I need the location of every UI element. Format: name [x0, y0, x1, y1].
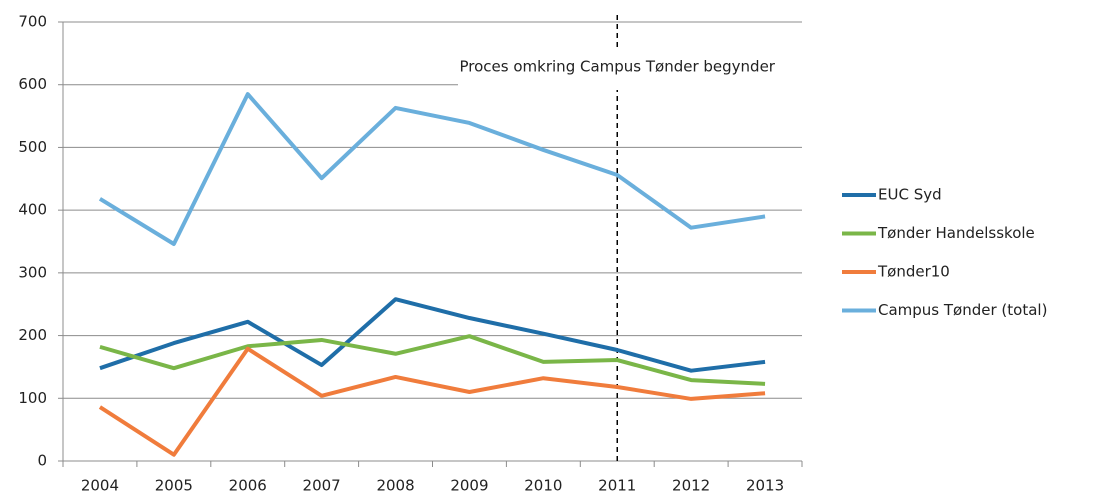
y-tick-label: 100 — [18, 389, 47, 407]
y-tick-label: 700 — [18, 13, 47, 31]
y-tick-label: 200 — [18, 326, 47, 344]
x-tick-label: 2013 — [746, 477, 784, 495]
y-tick-label: 600 — [18, 75, 47, 93]
y-tick-label: 500 — [18, 138, 47, 156]
legend-label: EUC Syd — [878, 186, 942, 204]
series-line — [98, 92, 766, 247]
series-line — [98, 346, 766, 457]
x-tick-label: 2007 — [303, 477, 341, 495]
y-tick-label: 300 — [18, 263, 47, 281]
x-tick-label: 2012 — [672, 477, 710, 495]
annotation-box — [458, 50, 908, 90]
x-tick-label: 2004 — [81, 477, 119, 495]
x-tick-label: 2006 — [229, 477, 267, 495]
x-tick-label: 2009 — [450, 477, 488, 495]
legend-label: Tønder10 — [877, 263, 950, 281]
x-tick-label: 2005 — [155, 477, 193, 495]
y-tick-label: 0 — [37, 452, 47, 470]
x-tick-label: 2010 — [524, 477, 562, 495]
series-line — [99, 297, 766, 373]
x-tick-label: 2011 — [598, 477, 636, 495]
series-line — [99, 334, 766, 386]
y-tick-label: 400 — [18, 201, 47, 219]
legend-label: Campus Tønder (total) — [878, 301, 1047, 319]
legend-label: Tønder Handelsskole — [877, 224, 1035, 242]
x-tick-label: 2008 — [376, 477, 414, 495]
annotation-text: Proces omkring Campus Tønder begynder — [460, 58, 776, 76]
